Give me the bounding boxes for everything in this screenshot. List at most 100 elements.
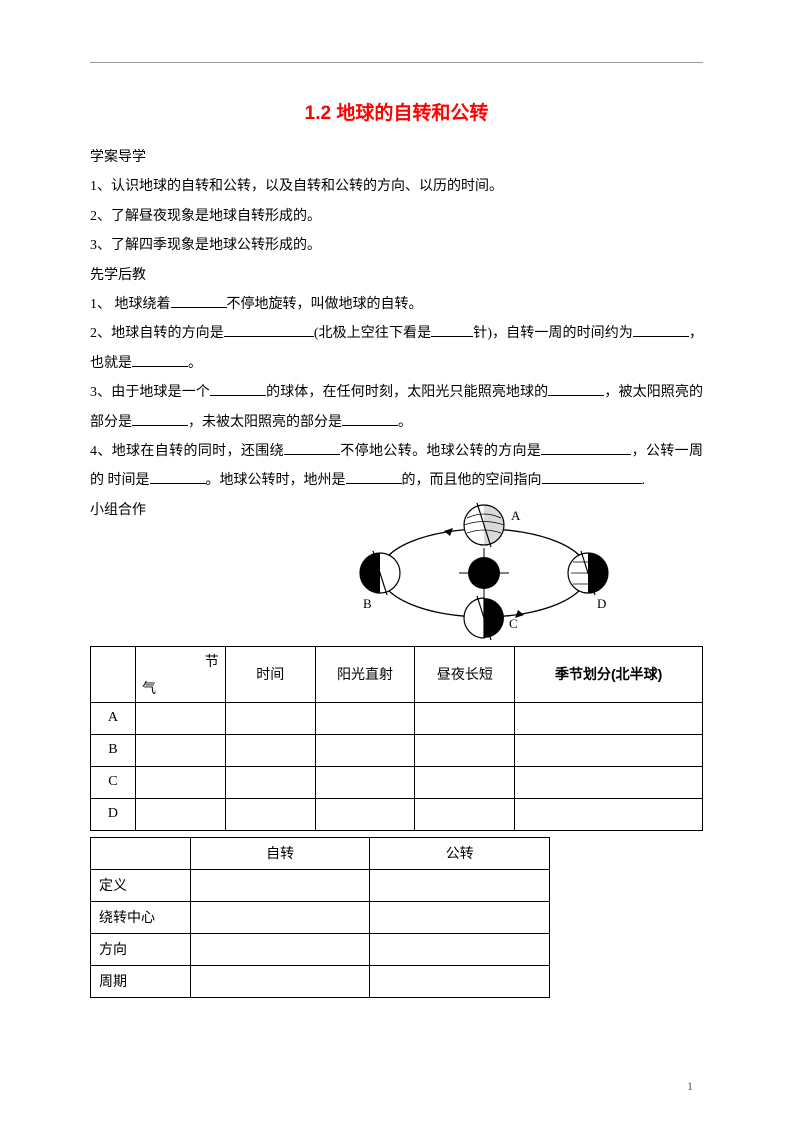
diagram-label-d: D [597,596,606,611]
cell[interactable] [415,766,515,798]
cell[interactable] [315,702,415,734]
compare-table: 自转 公转 定义 绕转中心 方向 周期 [90,837,550,998]
question-4: 4、地球在自转的同时，还围绕不停地公转。地球公转的方向是，公转一周的 时间是。地… [90,437,703,496]
table-row: A [91,702,703,734]
q4-text-a: 4、地球在自转的同时，还围绕 [90,444,284,459]
cell[interactable] [515,734,703,766]
question-1: 1、 地球绕着不停地旋转，叫做地球的自转。 [90,290,703,319]
cell[interactable] [225,734,315,766]
q3-blank-1[interactable] [210,381,266,396]
cell[interactable] [370,869,550,901]
table-header-daynight: 昼夜长短 [415,646,515,702]
q2-blank-2[interactable] [431,322,473,337]
q2-blank-4[interactable] [132,352,188,367]
cell[interactable] [370,901,550,933]
q4-text-b: 不停地公转。地球公转的方向是 [340,444,541,459]
table-row: B [91,734,703,766]
cell[interactable] [515,766,703,798]
q4-blank-4[interactable] [346,469,402,484]
cell[interactable] [370,965,550,997]
cell[interactable] [415,798,515,830]
q3-blank-3[interactable] [132,411,188,426]
cell[interactable] [135,734,225,766]
page-title: 1.2 地球的自转和公转 [90,98,703,125]
table-row: 定义 [91,869,550,901]
row-label-a: A [91,702,136,734]
q2-text-e: 也就是 [90,356,132,371]
cell[interactable] [415,734,515,766]
cell[interactable] [225,702,315,734]
q4-blank-2[interactable] [541,440,631,455]
seasons-table: 节 气 时间 阳光直射 昼夜长短 季节划分(北半球) A B C D [90,646,703,831]
table-header-empty [91,837,191,869]
q4-text-d: 时间是 [108,473,150,488]
row-label-b: B [91,734,136,766]
q3-text-e: ，未被太阳照亮的部分是 [188,415,342,430]
row-center: 绕转中心 [91,901,191,933]
header-qi: 气 [142,678,156,698]
q4-text-g: . [642,473,646,488]
objective-3: 3、了解四季现象是地球公转形成的。 [90,231,703,260]
table-row: C [91,766,703,798]
row-direction: 方向 [91,933,191,965]
header-jie: 节 [205,651,219,671]
diagram-label-a: A [511,508,521,523]
q2-text-a: 2、地球自转的方向是 [90,326,224,341]
group-work-section: 小组合作 A [90,496,703,640]
cell[interactable] [190,933,370,965]
q4-blank-1[interactable] [284,440,340,455]
cell[interactable] [225,798,315,830]
q4-text-e: 。地球公转时，地州是 [206,473,346,488]
q2-blank-1[interactable] [224,322,314,337]
top-rule [90,62,703,63]
table-row: 节 气 时间 阳光直射 昼夜长短 季节划分(北半球) [91,646,703,702]
cell[interactable] [190,965,370,997]
cell[interactable] [370,933,550,965]
cell[interactable] [135,766,225,798]
q3-text-b: 的球体，在任何时刻，太阳光只能照亮地球的 [266,385,548,400]
cell[interactable] [225,766,315,798]
table-row: 绕转中心 [91,901,550,933]
q2-text-d: ， [689,326,703,341]
cell[interactable] [135,702,225,734]
objective-1: 1、认识地球的自转和公转，以及自转和公转的方向、以历的时间。 [90,172,703,201]
cell[interactable] [515,798,703,830]
q4-blank-3[interactable] [150,469,206,484]
table-header-empty [91,646,136,702]
cell[interactable] [315,766,415,798]
q2-text-c: 针)，自转一周的时间约为 [473,326,633,341]
table-header-rotation: 自转 [190,837,370,869]
q3-text-c: ，被太阳照亮的 [604,385,703,400]
objective-2: 2、了解昼夜现象是地球自转形成的。 [90,202,703,231]
q2-blank-3[interactable] [633,322,689,337]
q1-blank-1[interactable] [171,293,227,308]
question-3: 3、由于地球是一个 的球体，在任何时刻，太阳光只能照亮地球的 ，被太阳照亮的 部分是… [90,378,703,437]
table-row: 自转 公转 [91,837,550,869]
section-heading-3: 小组合作 [90,496,265,525]
row-label-d: D [91,798,136,830]
q3-text-a: 3、由于地球是一个 [90,385,210,400]
section-heading-2: 先学后教 [90,261,703,290]
question-2: 2、地球自转的方向是(北极上空往下看是针)，自转一周的时间约为， 也就是。 [90,319,703,378]
q3-text-d: 部分是 [90,415,132,430]
q3-blank-4[interactable] [342,411,398,426]
page-content: 1.2 地球的自转和公转 学案导学 1、认识地球的自转和公转，以及自转和公转的方… [0,0,793,1038]
q1-text-a: 1、 地球绕着 [90,297,171,312]
q4-blank-5[interactable] [542,469,642,484]
cell[interactable] [190,869,370,901]
q3-text-f: 。 [398,415,412,430]
table-header-revolution: 公转 [370,837,550,869]
cell[interactable] [315,734,415,766]
section-heading-1: 学案导学 [90,143,703,172]
cell[interactable] [515,702,703,734]
q2-text-f: 。 [188,356,202,371]
cell[interactable] [315,798,415,830]
row-period: 周期 [91,965,191,997]
q3-blank-2[interactable] [548,381,604,396]
cell[interactable] [415,702,515,734]
table-header-time: 时间 [225,646,315,702]
cell[interactable] [135,798,225,830]
table-row: 周期 [91,965,550,997]
cell[interactable] [190,901,370,933]
table-row: D [91,798,703,830]
